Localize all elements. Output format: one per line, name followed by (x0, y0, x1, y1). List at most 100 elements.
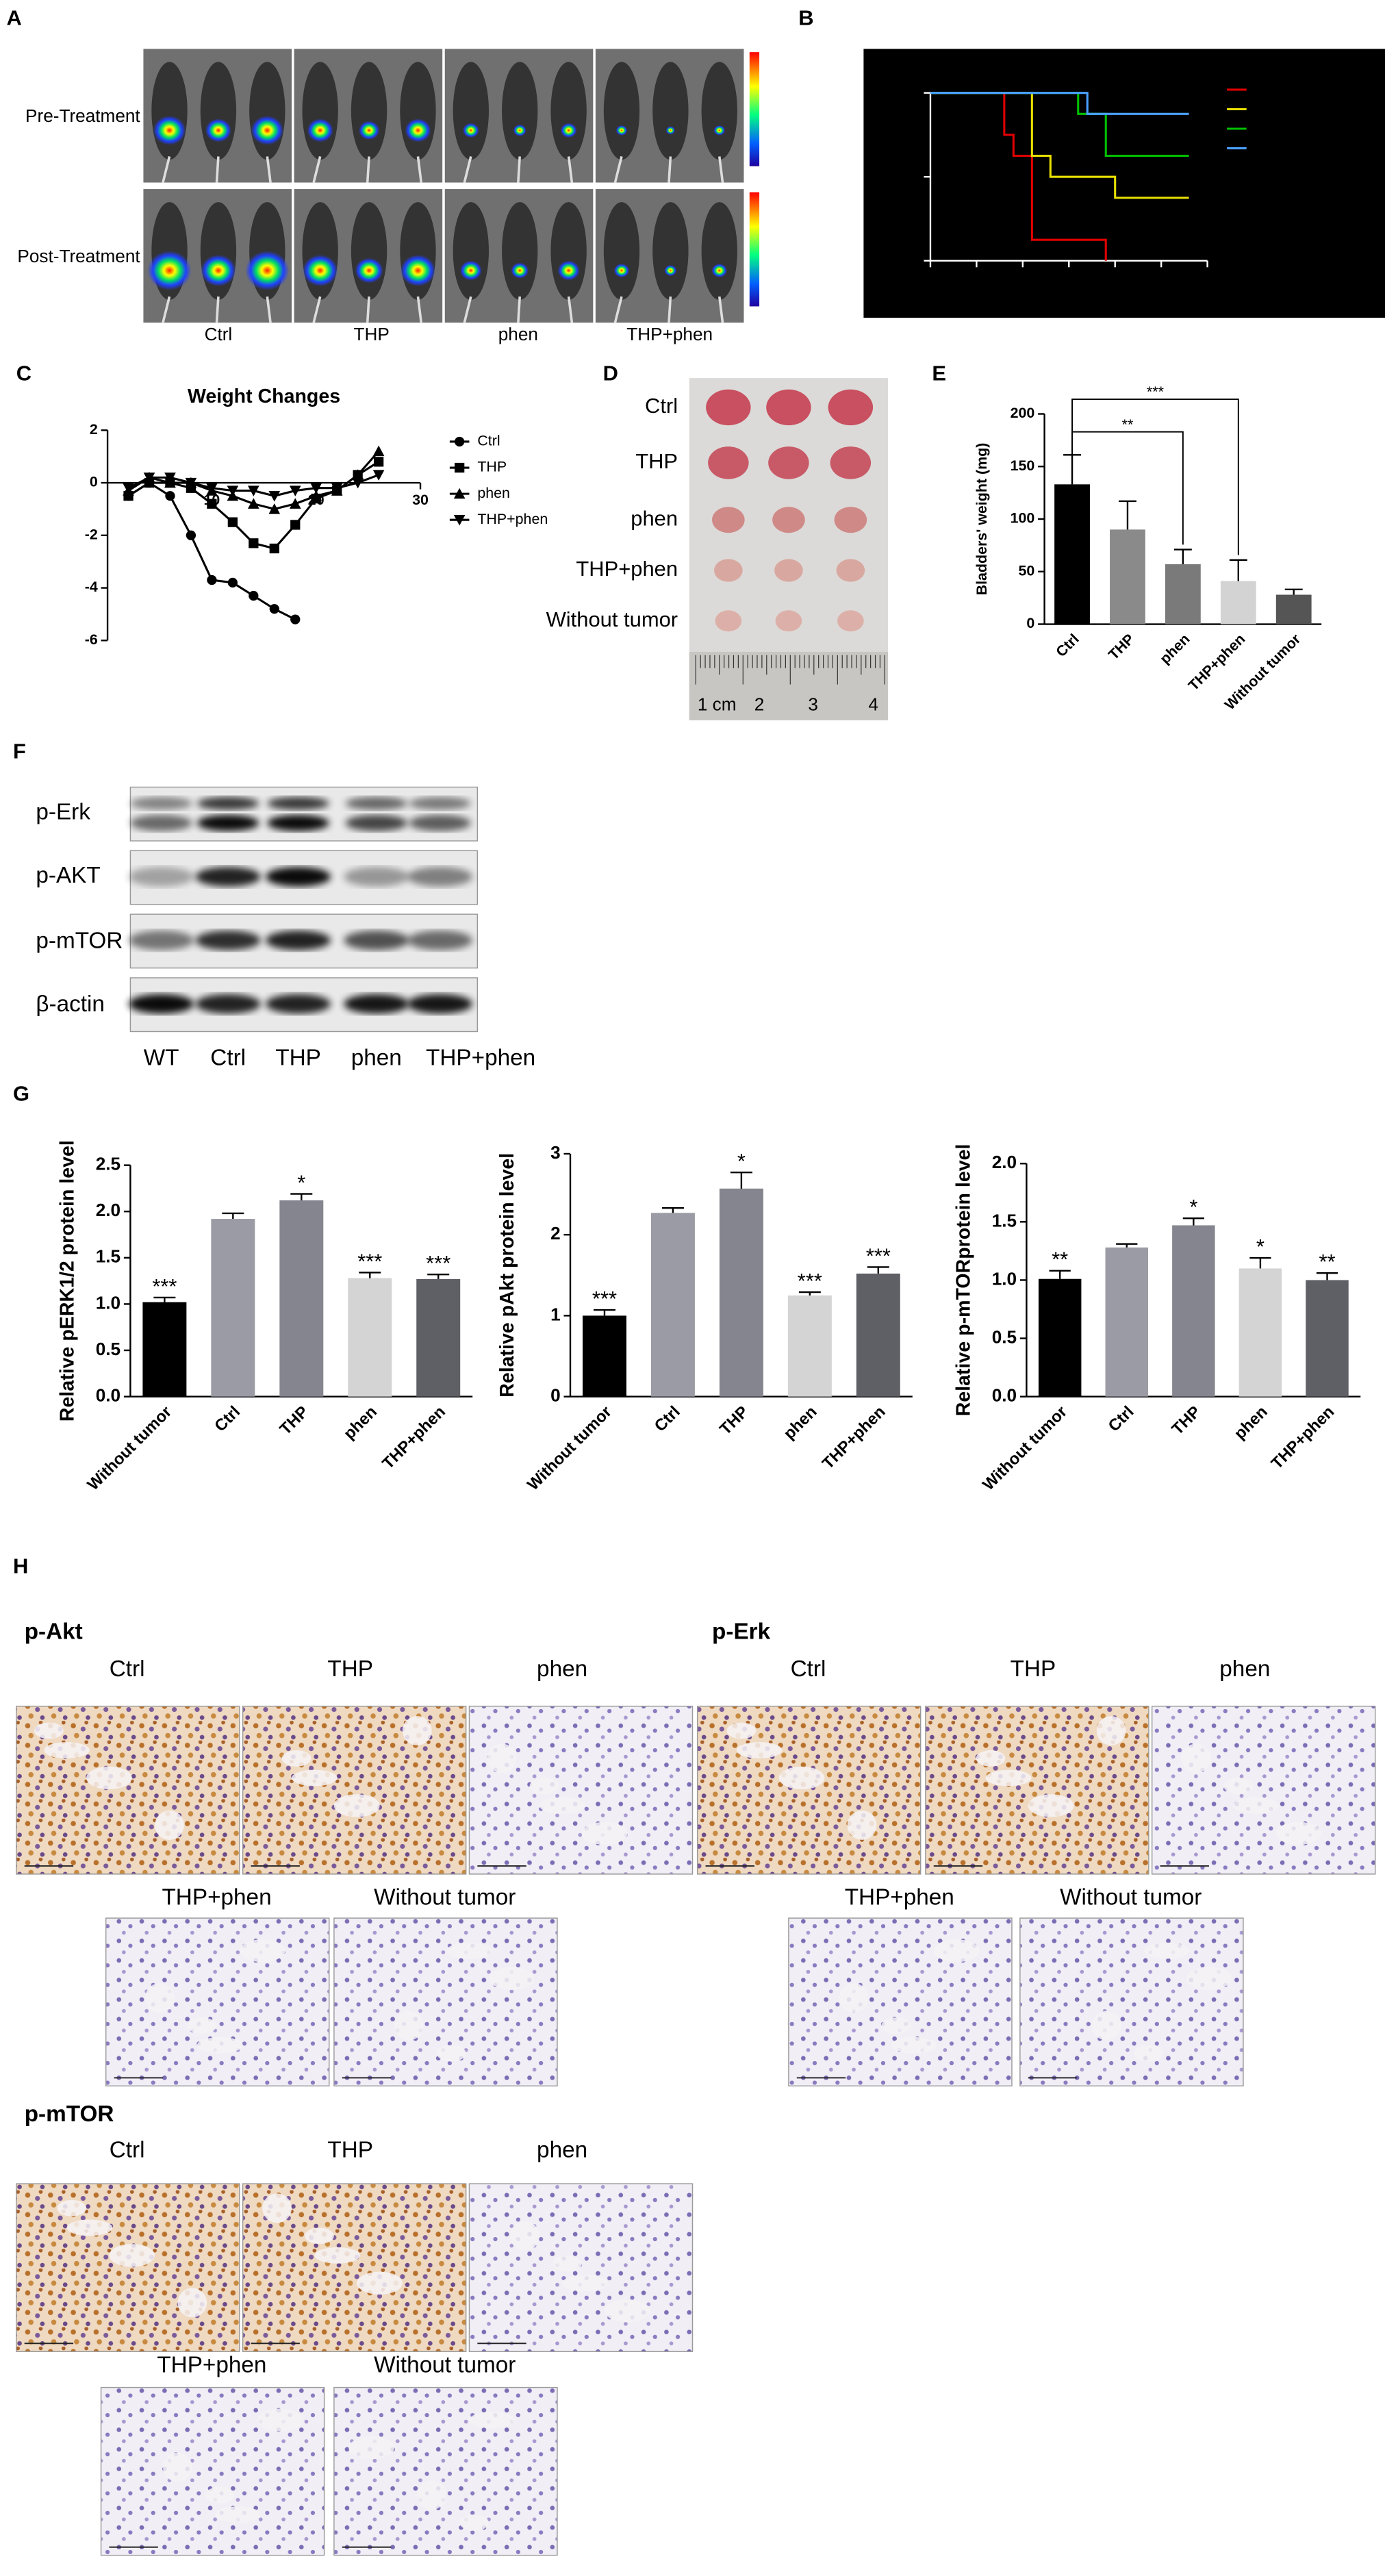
marker (206, 483, 218, 494)
band (195, 867, 261, 887)
mouse (351, 202, 387, 300)
significance-label: * (297, 1170, 305, 1194)
luminescence (711, 263, 728, 278)
band (196, 796, 259, 810)
mouse-tail (215, 296, 220, 323)
y-tick-label: 1.5 (992, 1210, 1017, 1230)
marker (453, 488, 466, 499)
lane-label: phen (351, 1046, 402, 1071)
y-axis-label: Relative pERK1/2 protein level (57, 1140, 79, 1422)
tissue-gap (976, 1750, 1006, 1767)
luminescence (615, 125, 628, 136)
marker (227, 517, 238, 527)
bar (1038, 1278, 1082, 1397)
section-title: p-mTOR (25, 2101, 114, 2127)
error-bar (1116, 1243, 1138, 1248)
significance-label: *** (426, 1251, 450, 1275)
significance-label: * (737, 1149, 746, 1173)
ruler-label: 2 (754, 694, 765, 714)
tissue-gap (215, 2506, 261, 2523)
marker (247, 498, 259, 509)
mouse (603, 62, 640, 160)
x-tick-label: phen (1156, 631, 1193, 667)
tumor (828, 389, 874, 426)
band (344, 994, 409, 1014)
y-tick-label: 0.0 (96, 1385, 120, 1406)
luminescence (613, 263, 630, 278)
tissue-gap (529, 1778, 559, 1795)
tumor (715, 610, 742, 632)
y-tick-label: 1 (550, 1304, 561, 1324)
y-tick-label: 0.5 (992, 1326, 1017, 1347)
marker (268, 491, 281, 502)
band (344, 930, 409, 950)
legend-label: phen (1255, 120, 1288, 136)
x-tick-label: 30 (1200, 271, 1215, 286)
error-bar (1173, 548, 1192, 565)
tissue-gap (402, 1716, 432, 1745)
tissue-gap (736, 1742, 783, 1758)
image-label: THP+phen (162, 1884, 271, 1910)
marker (352, 469, 364, 480)
blot-label: β-actin (36, 992, 105, 1017)
ihc-image (788, 1917, 1013, 2087)
tissue-gap (562, 2275, 608, 2292)
band (130, 796, 192, 810)
ruler-label: 4 (868, 694, 878, 714)
ihc-image (333, 2386, 558, 2556)
luminescence (405, 118, 431, 142)
panel-label: B (798, 6, 813, 30)
error-bar (1316, 1272, 1338, 1280)
lane-label: WT (144, 1046, 179, 1071)
legend-label: THP (1255, 100, 1284, 116)
mouse (302, 62, 338, 160)
error-bar (593, 1309, 615, 1316)
luminescence (201, 254, 236, 287)
tissue-gap (292, 1769, 338, 1786)
x-tick-label: phen (780, 1402, 820, 1443)
marker (290, 520, 301, 530)
y-tick-label: 0 (550, 1385, 561, 1406)
mouse-tail (717, 296, 724, 323)
tumor (775, 610, 802, 632)
panel-label: F (13, 740, 26, 763)
marker (207, 574, 217, 585)
x-tick-label: phen (340, 1402, 381, 1443)
tissue-gap (348, 2436, 394, 2460)
panel-label: H (13, 1554, 28, 1578)
legend-label: Ctrl (1255, 81, 1278, 97)
legend-label: Ctrl (477, 433, 500, 449)
mouse-tail (517, 156, 522, 183)
tissue-gap (357, 2271, 403, 2295)
bar (787, 1295, 832, 1397)
tumor (766, 389, 811, 426)
mouse-tail (312, 296, 322, 323)
row-label: THP+phen (576, 557, 678, 581)
mouse (550, 62, 587, 160)
tumor (830, 446, 872, 479)
legend-label: phen (477, 485, 510, 501)
image-label: Ctrl (110, 1656, 145, 1682)
bar (142, 1302, 187, 1397)
mouse-tail (416, 156, 423, 183)
significance-label: *** (592, 1287, 617, 1311)
marker (289, 498, 301, 509)
tissue-gap (1186, 1967, 1232, 1990)
panel-label: A (7, 6, 22, 30)
tumor (708, 446, 749, 479)
y-tick-label: 100 (899, 86, 921, 100)
x-tick-label: Without tumor (524, 1402, 615, 1494)
tissue-gap (281, 1750, 312, 1767)
bar (416, 1278, 461, 1397)
tissue-gap (417, 2480, 447, 2510)
marker (290, 614, 301, 624)
y-tick-label: 200 (1011, 405, 1035, 421)
mouse-tail (668, 156, 672, 183)
x-tick-label: THP (716, 1402, 752, 1439)
marker (453, 515, 466, 526)
error-bar (359, 1272, 381, 1278)
tissue-gap (86, 1766, 132, 1790)
marker (268, 503, 281, 514)
tumor (706, 389, 751, 426)
